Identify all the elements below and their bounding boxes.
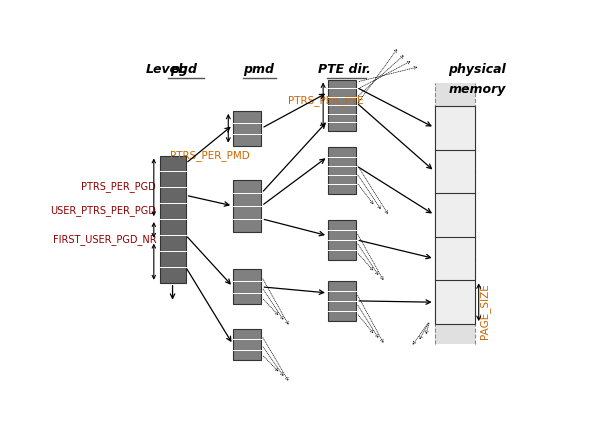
- Bar: [233, 269, 261, 304]
- Text: PTRS_PER_PTE: PTRS_PER_PTE: [288, 96, 363, 106]
- Bar: [328, 79, 356, 131]
- Bar: [435, 83, 475, 344]
- Text: pgd: pgd: [170, 63, 196, 76]
- Bar: [328, 281, 356, 321]
- Text: memory: memory: [449, 83, 506, 96]
- Bar: [435, 106, 475, 324]
- Bar: [233, 180, 261, 232]
- Text: pmd: pmd: [244, 63, 275, 76]
- Text: PTRS_PER_PGD: PTRS_PER_PGD: [81, 181, 156, 192]
- Text: physical: physical: [449, 63, 506, 76]
- Text: PTE dir.: PTE dir.: [318, 63, 371, 76]
- Bar: [233, 329, 261, 360]
- Text: PTRS_PER_PMD: PTRS_PER_PMD: [170, 150, 250, 161]
- Text: PAGE_SIZE: PAGE_SIZE: [479, 283, 490, 338]
- Bar: [328, 147, 356, 193]
- Bar: [160, 156, 185, 283]
- Bar: [328, 220, 356, 260]
- Text: Level:: Level:: [145, 63, 188, 76]
- Text: FIRST_USER_PGD_NR: FIRST_USER_PGD_NR: [53, 234, 156, 245]
- Text: USER_PTRS_PER_PGD: USER_PTRS_PER_PGD: [50, 205, 156, 216]
- Bar: [233, 111, 261, 145]
